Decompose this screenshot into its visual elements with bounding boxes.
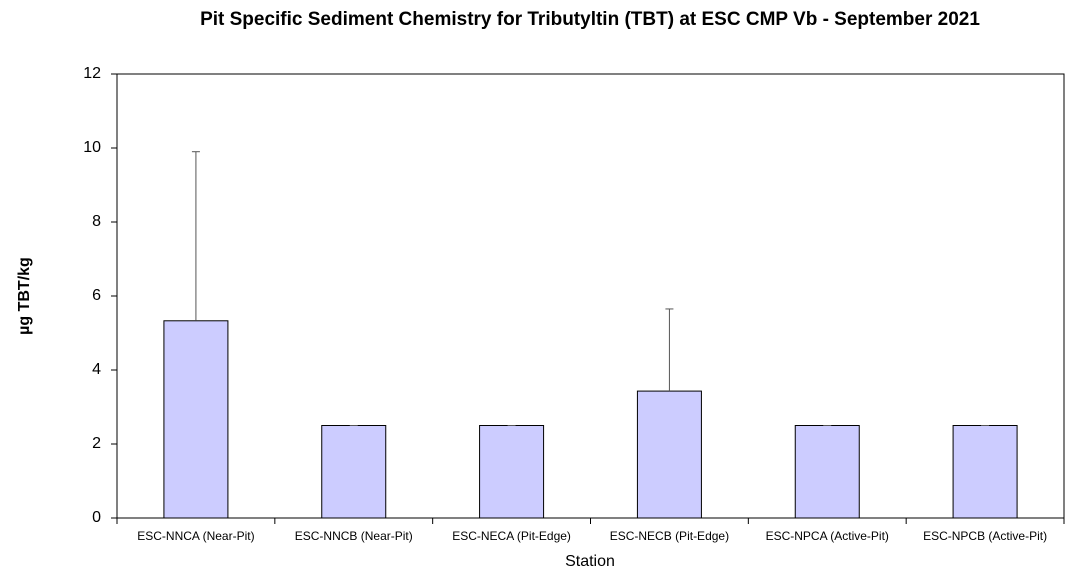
- bar: [321, 425, 387, 519]
- x-tick-label: ESC-NPCA (Active-Pit): [766, 529, 889, 543]
- x-axis-label: Station: [565, 553, 615, 570]
- y-tick-label: 12: [83, 65, 101, 82]
- x-tick-label: ESC-NECA (Pit-Edge): [452, 529, 571, 543]
- bar: [163, 320, 229, 519]
- x-tick-label: ESC-NNCA (Near-Pit): [137, 529, 254, 543]
- plot-area: [116, 73, 1065, 519]
- bar: [952, 425, 1018, 519]
- y-tick-label: 6: [92, 287, 101, 304]
- y-tick-label: 4: [92, 361, 101, 378]
- y-axis-label: µg TBT/kg: [16, 257, 33, 335]
- y-tick-label: 8: [92, 213, 101, 230]
- x-tick-label: ESC-NECB (Pit-Edge): [610, 529, 729, 543]
- x-tick-label: ESC-NPCB (Active-Pit): [923, 529, 1047, 543]
- bar: [794, 425, 860, 519]
- y-tick-label: 2: [92, 435, 101, 452]
- y-tick-label: 0: [92, 509, 101, 526]
- bar: [479, 425, 545, 519]
- chart-title: Pit Specific Sediment Chemistry for Trib…: [200, 9, 980, 30]
- x-tick-label: ESC-NNCB (Near-Pit): [295, 529, 413, 543]
- y-tick-label: 10: [83, 139, 101, 156]
- bar: [636, 390, 702, 519]
